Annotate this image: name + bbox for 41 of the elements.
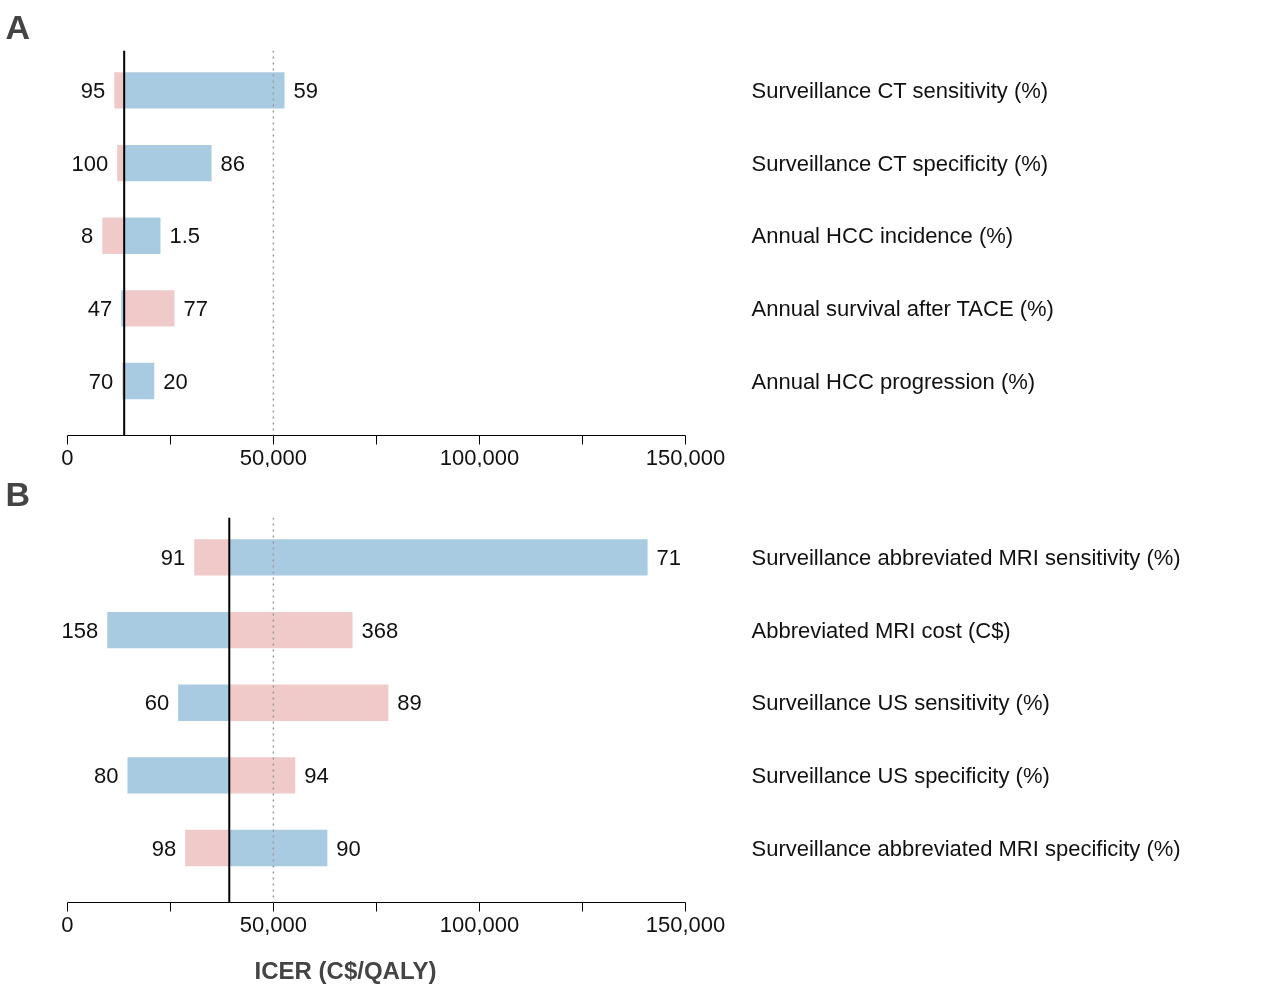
annotation: 98 [151,835,177,861]
annotation: 86 [220,150,246,176]
y-tick-label: Surveillance abbreviated MRI sensitivity (%) [751,544,1181,570]
y-tick-label: Annual HCC incidence (%) [751,223,1014,249]
y-tick-label: Annual survival after TACE (%) [751,295,1054,321]
y-tick-label: Annual HCC progression (%) [751,368,1036,394]
x-tick-label: 100,000 [439,444,520,470]
annotation: 60 [144,690,170,716]
annotation: 94 [304,762,329,788]
annotation: 70 [88,368,114,394]
x-tick-label: 0 [61,911,74,937]
annotation: 100 [71,150,109,176]
x-tick-label: 150,000 [645,911,726,937]
annotation: 90 [336,835,361,861]
annotation: 47 [87,295,113,321]
annotation: 89 [397,690,422,716]
annotation: 91 [160,544,186,570]
y-tick-label: Surveillance US sensitivity (%) [751,690,1050,716]
annotation: 368 [361,617,399,643]
x-tick-label: 100,000 [439,911,520,937]
chart-title: A [5,7,31,46]
x-tick-label: 0 [61,444,74,470]
x-axis-title: ICER (C$/QALY) [254,956,437,984]
x-tick-label: 150,000 [645,444,726,470]
annotation: 20 [163,368,188,394]
x-tick-label: 50,000 [239,911,308,937]
y-tick-label: Surveillance abbreviated MRI specificity (%) [751,835,1181,861]
y-tick-label: Surveillance US specificity (%) [751,762,1050,788]
annotation: 95 [80,77,106,103]
x-tick-label: 50,000 [239,444,308,470]
annotation: 1.5 [169,223,201,249]
annotation: 77 [183,295,208,321]
annotation: 71 [656,544,682,570]
chart-title: B [5,474,31,513]
y-tick-label: Surveillance CT sensitivity (%) [751,77,1049,103]
annotation: 80 [94,762,119,788]
annotation: 158 [61,617,99,643]
annotation: 59 [293,77,318,103]
y-tick-label: Abbreviated MRI cost (C$) [751,617,1011,643]
y-tick-label: Surveillance CT specificity (%) [751,150,1049,176]
annotation: 8 [81,223,94,249]
